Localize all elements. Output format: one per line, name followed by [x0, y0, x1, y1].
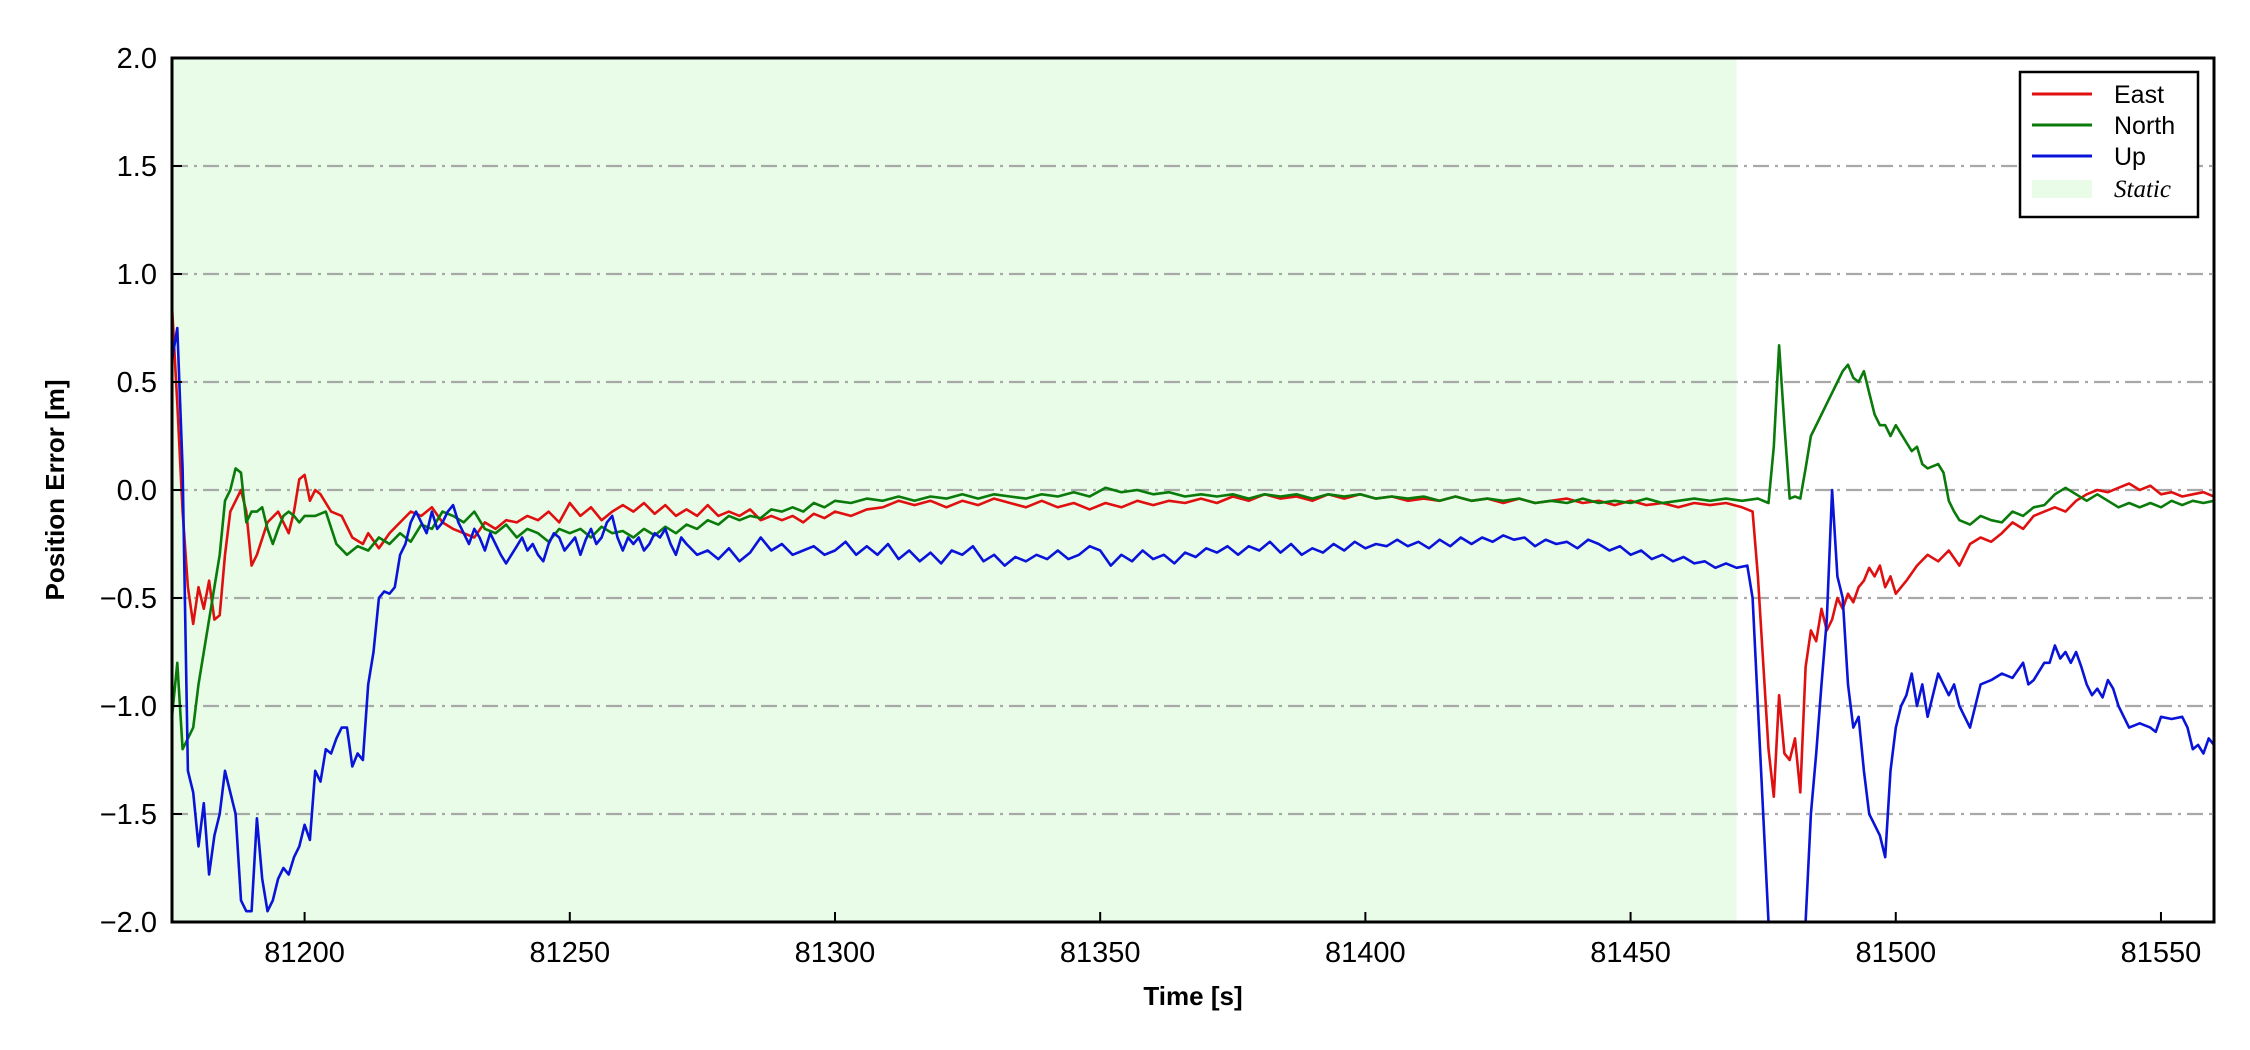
series-layer: [172, 306, 2214, 922]
legend-label-north: North: [2114, 112, 2175, 140]
legend-label-static: Static: [2114, 176, 2171, 203]
x-tick-label-0: 81200: [264, 937, 345, 969]
series-line-east: [172, 306, 2214, 798]
x-tick-label-4: 81400: [1325, 937, 1406, 969]
y-tick-label-1: 1.5: [117, 151, 157, 183]
legend: East North Up Static: [2018, 70, 2200, 219]
y-tick-label-4: 0.0: [117, 475, 157, 507]
x-tick-label-5: 81450: [1590, 937, 1671, 969]
series-line-north: [172, 344, 2214, 751]
x-tick-label-1: 81250: [529, 937, 610, 969]
legend-label-east: East: [2114, 81, 2164, 109]
tick-layer: 2.0 1.5 1.0 0.5 0.0 −0.5 −1.0 −1.5 −2.0 81200 8125…: [100, 43, 2202, 969]
series-line-up: [172, 326, 2214, 922]
legend-swatch-static: [2032, 180, 2092, 198]
y-tick-label-5: −0.5: [100, 583, 157, 615]
x-tick-label-6: 81500: [1855, 937, 1936, 969]
y-tick-label-3: 0.5: [117, 367, 157, 399]
y-axis-title: Position Error [m]: [40, 379, 70, 600]
x-tick-label-7: 81550: [2121, 937, 2202, 969]
y-tick-label-7: −1.5: [100, 799, 157, 831]
x-tick-label-2: 81300: [795, 937, 876, 969]
y-tick-label-2: 1.0: [117, 259, 157, 291]
x-axis-title: Time [s]: [1143, 981, 1242, 1011]
y-tick-label-8: −2.0: [100, 907, 157, 939]
legend-label-up: Up: [2114, 143, 2146, 171]
y-tick-label-0: 2.0: [117, 43, 157, 75]
x-tick-label-3: 81350: [1060, 937, 1141, 969]
y-tick-label-6: −1.0: [100, 691, 157, 723]
